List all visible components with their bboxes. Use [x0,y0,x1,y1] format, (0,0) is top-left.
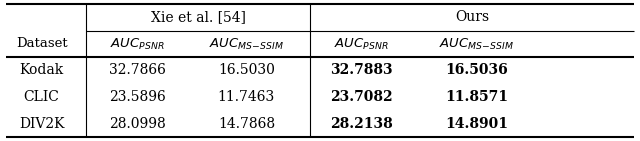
Text: 23.5896: 23.5896 [109,90,166,104]
Text: 23.7082: 23.7082 [330,90,393,104]
Text: 11.7463: 11.7463 [218,90,275,104]
Text: 16.5030: 16.5030 [218,63,275,78]
Text: 28.0998: 28.0998 [109,116,166,131]
Text: $\mathit{AUC}_{\mathit{PSNR}}$: $\mathit{AUC}_{\mathit{PSNR}}$ [110,36,165,52]
Text: 14.7868: 14.7868 [218,116,275,131]
Text: 32.7866: 32.7866 [109,63,166,78]
Text: Dataset: Dataset [16,38,67,50]
Text: $\mathit{AUC}_{\mathit{MS\!-\!SSIM}}$: $\mathit{AUC}_{\mathit{MS\!-\!SSIM}}$ [439,36,515,52]
Text: $\mathit{AUC}_{\mathit{PSNR}}$: $\mathit{AUC}_{\mathit{PSNR}}$ [334,36,389,52]
Text: 16.5036: 16.5036 [445,63,508,78]
Text: $\mathit{AUC}_{\mathit{MS\!-\!SSIM}}$: $\mathit{AUC}_{\mathit{MS\!-\!SSIM}}$ [209,36,284,52]
Text: 28.2138: 28.2138 [330,116,393,131]
Text: CLIC: CLIC [24,90,60,104]
Text: Ours: Ours [455,10,489,25]
Text: 14.8901: 14.8901 [445,116,508,131]
Text: Kodak: Kodak [19,63,64,78]
Text: DIV2K: DIV2K [19,116,65,131]
Text: 11.8571: 11.8571 [445,90,508,104]
Text: Xie et al. [54]: Xie et al. [54] [151,10,246,25]
Text: 32.7883: 32.7883 [330,63,393,78]
